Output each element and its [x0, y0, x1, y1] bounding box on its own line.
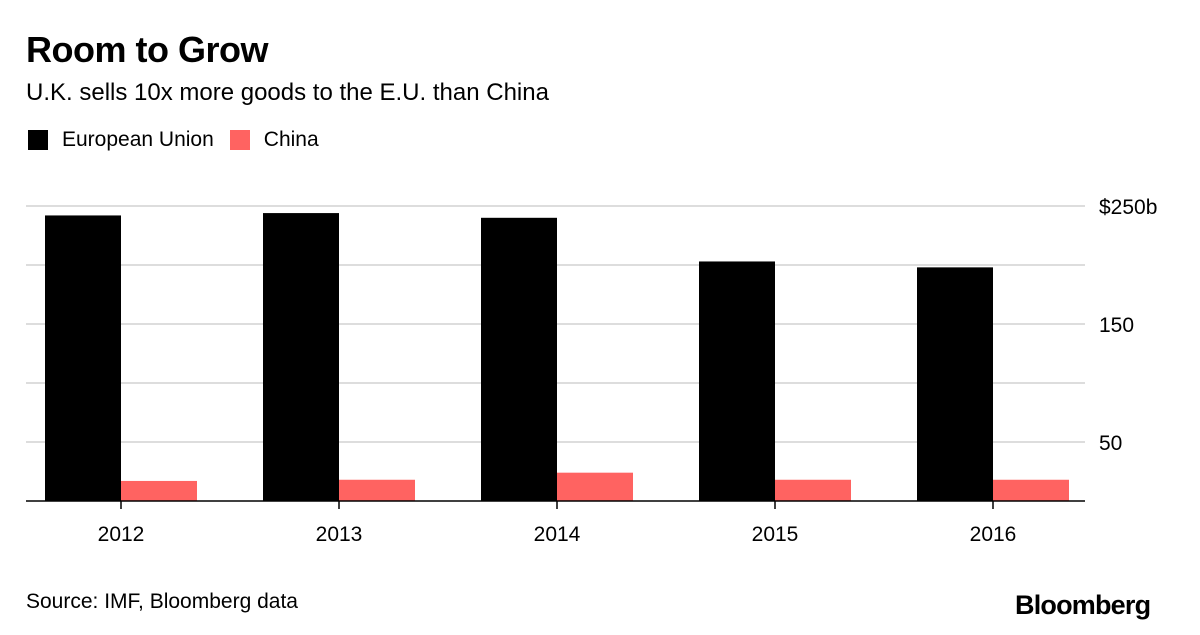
y-tick-label-150: 150: [1099, 314, 1134, 337]
legend: European Union China: [28, 127, 335, 153]
legend-swatch-china: [229, 130, 250, 150]
bloomberg-logo: Bloomberg: [1015, 590, 1151, 620]
legend-swatch-eu: [28, 130, 48, 150]
bar-european-union-2016: [917, 267, 993, 501]
chart-title: Room to Grow: [26, 29, 268, 70]
bar-european-union-2013: [263, 213, 339, 501]
legend-item-china: China: [229, 127, 319, 153]
x-axis: [26, 500, 1085, 509]
bar-china-2013: [339, 479, 415, 501]
bar-china-2016: [993, 479, 1069, 501]
x-tick-label-2012: 2012: [98, 523, 145, 546]
bar-china-2014: [557, 472, 633, 501]
x-tick-label-2015: 2015: [752, 523, 799, 546]
bar-china-2015: [775, 479, 851, 501]
bar-european-union-2014: [481, 217, 557, 502]
chart-subtitle: U.K. sells 10x more goods to the E.U. th…: [26, 79, 549, 106]
y-axis-labels: $250b 150 50: [1099, 196, 1157, 455]
bar-european-union-2012: [45, 215, 121, 501]
x-tick-label-2014: 2014: [534, 523, 581, 546]
bar-european-union-2015: [699, 261, 775, 501]
legend-item-eu: European Union: [28, 127, 214, 153]
x-axis-labels: 2012 2013 2014 2015 2016: [98, 523, 1017, 546]
y-tick-label-50: 50: [1099, 432, 1122, 455]
x-tick-label-2013: 2013: [316, 523, 363, 546]
legend-label-eu: European Union: [62, 128, 214, 151]
x-tick-label-2016: 2016: [970, 523, 1017, 546]
source-note: Source: IMF, Bloomberg data: [26, 590, 298, 613]
bars: [45, 213, 1069, 502]
legend-label-china: China: [263, 128, 319, 151]
y-tick-label-250: $250b: [1099, 196, 1157, 219]
bar-china-2012: [121, 480, 197, 501]
